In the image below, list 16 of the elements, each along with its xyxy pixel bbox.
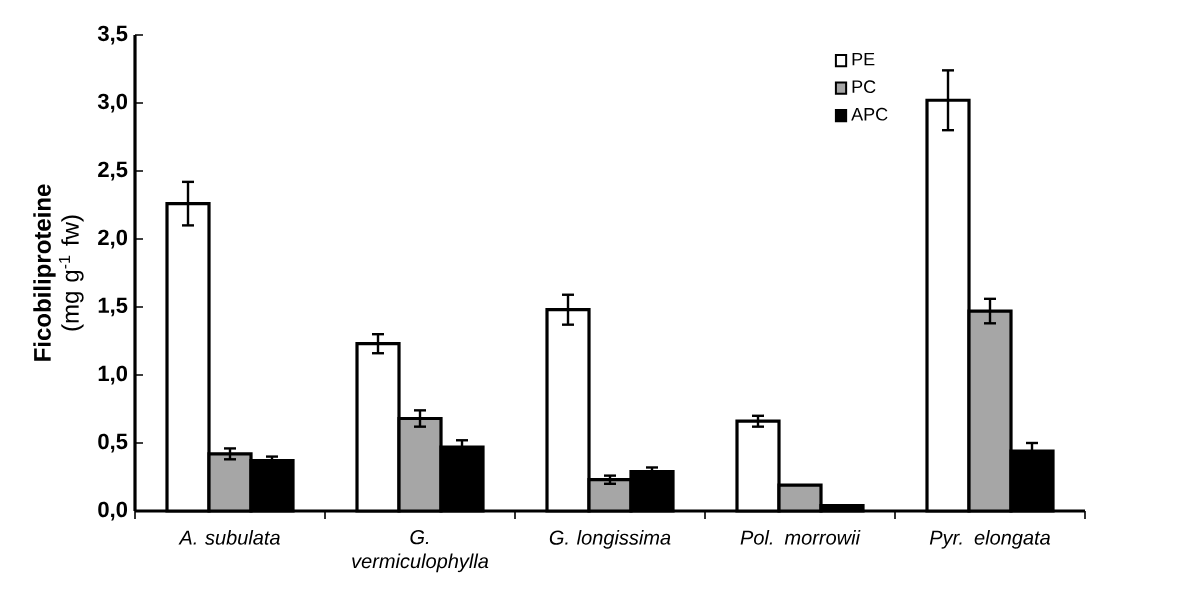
x-tick-label: Pol. morrowii — [740, 530, 861, 545]
y-tick-label: 3,0 — [97, 93, 128, 113]
y-tick-label: 0,0 — [98, 501, 128, 521]
x-tick-label: G. longissima — [549, 530, 671, 549]
x-tick-label: A. subulata — [178, 530, 280, 545]
y-tick-label: 2,5 — [98, 161, 128, 181]
y-tick-label: 0,5 — [98, 433, 128, 453]
legend-label: APC — [851, 107, 888, 121]
x-tick-label: G. vermiculophylla — [352, 530, 489, 573]
y-tick-label: 1,5 — [98, 297, 128, 317]
y-tick-label: 2,0 — [98, 229, 128, 249]
legend-label: PE — [852, 52, 875, 66]
y-tick-label: 3,5 — [97, 25, 128, 45]
x-tick-label: Pyr. elongata — [929, 530, 1051, 549]
legend-label: PC — [852, 80, 876, 94]
y-tick-label: 1,0 — [98, 365, 128, 385]
